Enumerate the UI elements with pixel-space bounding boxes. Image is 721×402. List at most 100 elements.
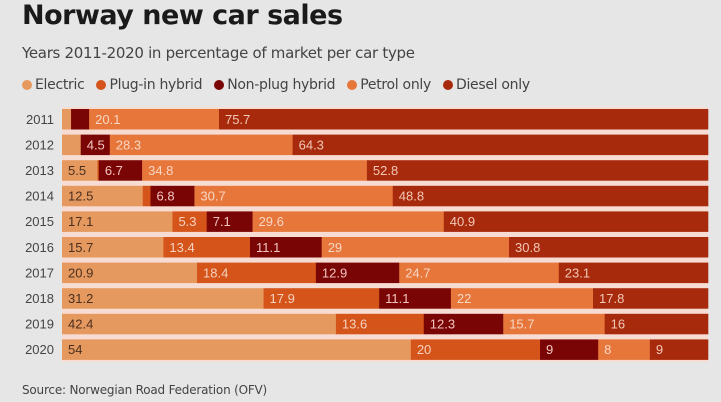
bar-segment-petrol-only-2011 bbox=[89, 109, 220, 130]
bar-segment-non-plug-hybrid-2019 bbox=[423, 313, 504, 335]
legend-item-plug-in-hybrid: Plug-in hybrid bbox=[96, 77, 203, 93]
data-label: 17.8 bbox=[599, 291, 624, 306]
chart-subtitle: Years 2011-2020 in percentage of market … bbox=[22, 44, 415, 62]
bar-segment-diesel-only-2018 bbox=[593, 288, 709, 309]
data-label: 52.8 bbox=[373, 163, 398, 178]
bar-segment-plug-in-hybrid-2019 bbox=[335, 313, 425, 335]
legend-dot-icon bbox=[22, 80, 32, 90]
bar-segment-non-plug-hybrid-2012 bbox=[80, 134, 111, 156]
bar-segment-electric-2016 bbox=[62, 237, 164, 258]
data-label: 42.4 bbox=[68, 317, 93, 332]
data-label: 30.7 bbox=[200, 189, 225, 204]
legend-label: Electric bbox=[35, 77, 85, 93]
data-label: 11.1 bbox=[385, 291, 409, 306]
bar-segment-plug-in-hybrid-2018 bbox=[263, 288, 380, 309]
legend-label: Non-plug hybrid bbox=[227, 77, 336, 93]
bar-segment-diesel-only-2020 bbox=[649, 339, 709, 360]
data-label: 13.6 bbox=[342, 317, 367, 332]
data-label: 34.8 bbox=[148, 163, 173, 178]
bar-segment-plug-in-hybrid-2015 bbox=[172, 211, 208, 232]
data-label: 9 bbox=[546, 342, 553, 357]
bar-segment-diesel-only-2016 bbox=[509, 237, 709, 258]
data-label: 29 bbox=[328, 240, 342, 255]
data-label: 15.7 bbox=[68, 240, 93, 255]
data-label: 18.4 bbox=[203, 265, 228, 280]
bar-segment-non-plug-hybrid-2013 bbox=[98, 160, 143, 181]
data-label: 64.3 bbox=[299, 137, 324, 152]
bar-segment-non-plug-hybrid-2020 bbox=[540, 339, 599, 360]
y-tick-label: 2020 bbox=[25, 342, 54, 357]
y-tick-label: 2018 bbox=[25, 291, 54, 306]
bar-segment-petrol-only-2013 bbox=[142, 160, 368, 181]
legend-item-electric: Electric bbox=[22, 77, 85, 93]
legend: Electric Plug-in hybrid Non-plug hybrid … bbox=[22, 77, 542, 93]
data-label: 75.7 bbox=[225, 112, 250, 127]
data-label: 4.5 bbox=[87, 137, 105, 152]
data-label: 24.7 bbox=[405, 265, 430, 280]
bar-segment-non-plug-hybrid-2015 bbox=[206, 211, 253, 232]
data-label: 12.9 bbox=[322, 265, 347, 280]
source-note: Source: Norwegian Road Federation (OFV) bbox=[22, 383, 268, 397]
data-label: 6.8 bbox=[157, 189, 175, 204]
legend-item-petrol-only: Petrol only bbox=[347, 77, 431, 93]
bar-segment-electric-2019 bbox=[62, 313, 337, 335]
y-tick-label: 2013 bbox=[25, 163, 54, 178]
bar-segment-petrol-only-2015 bbox=[252, 211, 445, 232]
bar-segment-petrol-only-2019 bbox=[503, 313, 605, 335]
data-label: 20.9 bbox=[68, 265, 93, 280]
data-label: 9 bbox=[656, 342, 663, 357]
y-tick-label: 2016 bbox=[25, 240, 54, 255]
bar-segment-non-plug-hybrid-2011 bbox=[71, 109, 90, 130]
bar-segment-diesel-only-2015 bbox=[443, 211, 709, 232]
bar-segment-electric-2011 bbox=[62, 109, 72, 130]
data-label: 40.9 bbox=[450, 214, 475, 229]
data-label: 11.1 bbox=[256, 240, 280, 255]
y-tick-label: 2014 bbox=[25, 189, 54, 204]
bar-segment-petrol-only-2012 bbox=[109, 134, 293, 156]
bar-segment-petrol-only-2014 bbox=[194, 185, 394, 207]
bar-segment-electric-2013 bbox=[62, 160, 98, 181]
data-label: 30.8 bbox=[515, 240, 540, 255]
y-tick-label: 2011 bbox=[26, 112, 54, 127]
y-tick-label: 2012 bbox=[25, 137, 54, 152]
data-label: 5.3 bbox=[178, 214, 196, 229]
bar-segment-non-plug-hybrid-2017 bbox=[315, 262, 400, 284]
data-label: 8 bbox=[604, 342, 611, 357]
legend-item-diesel-only: Diesel only bbox=[442, 77, 530, 93]
bar-segment-electric-2015 bbox=[62, 211, 173, 232]
legend-dot-icon bbox=[442, 80, 453, 90]
bar-segment-petrol-only-2016 bbox=[321, 237, 510, 258]
data-label: 5.5 bbox=[68, 163, 86, 178]
bar-segment-non-plug-hybrid-2014 bbox=[150, 185, 195, 207]
bar-segment-plug-in-hybrid-2013 bbox=[97, 160, 100, 181]
data-label: 16 bbox=[611, 317, 625, 332]
data-label: 13.4 bbox=[169, 240, 194, 255]
bar-segment-electric-2020 bbox=[62, 339, 412, 360]
legend-dot-icon bbox=[347, 80, 358, 90]
bar-segment-non-plug-hybrid-2016 bbox=[249, 237, 322, 258]
data-label: 29.6 bbox=[259, 214, 284, 229]
bar-segment-electric-2017 bbox=[62, 262, 198, 284]
legend-label: Diesel only bbox=[455, 77, 530, 93]
data-label: 12.5 bbox=[68, 189, 93, 204]
y-tick-label: 2015 bbox=[25, 214, 54, 229]
y-tick-label: 2019 bbox=[25, 317, 54, 332]
data-label: 22 bbox=[457, 291, 471, 306]
legend-item-non-plug-hybrid: Non-plug hybrid bbox=[214, 77, 336, 93]
data-label: 7.1 bbox=[213, 214, 231, 229]
legend-dot-icon bbox=[96, 80, 107, 90]
bar-segment-plug-in-hybrid-2020 bbox=[410, 339, 541, 360]
data-label: 20.1 bbox=[95, 112, 120, 127]
chart-title: Norway new car sales bbox=[22, 0, 343, 31]
data-label: 17.1 bbox=[68, 214, 93, 229]
data-label: 48.8 bbox=[399, 189, 424, 204]
legend-label: Plug-in hybrid bbox=[109, 77, 203, 93]
data-label: 12.3 bbox=[430, 317, 455, 332]
bar-segment-diesel-only-2011 bbox=[218, 109, 709, 130]
bar-segment-electric-2014 bbox=[62, 185, 144, 207]
data-label: 15.7 bbox=[509, 317, 534, 332]
bar-segment-plug-in-hybrid-2016 bbox=[163, 237, 251, 258]
y-tick-label: 2017 bbox=[25, 265, 54, 280]
data-label: 6.7 bbox=[105, 163, 123, 178]
